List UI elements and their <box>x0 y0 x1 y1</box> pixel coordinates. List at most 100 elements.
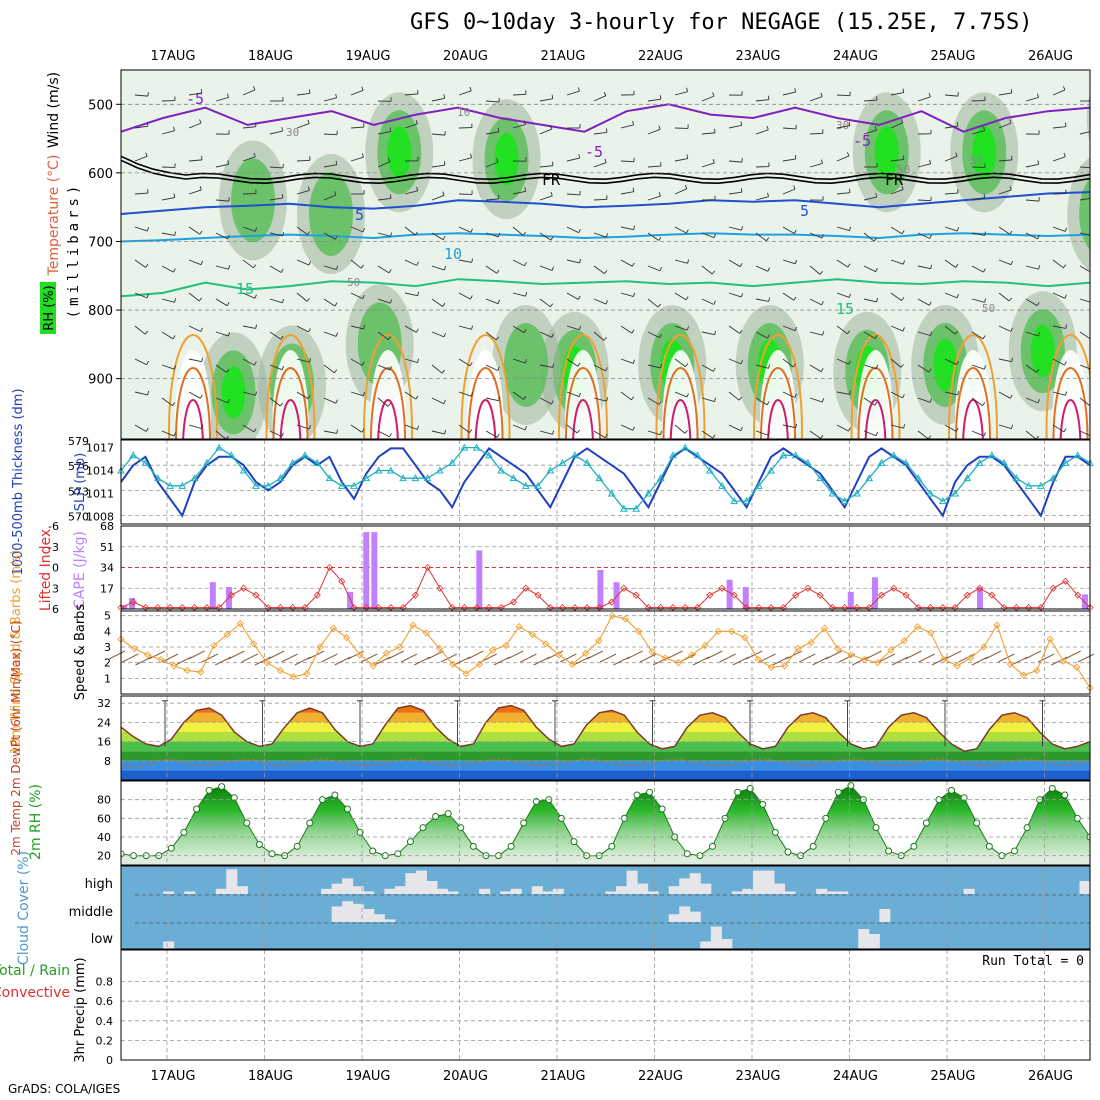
wind-barb-flag <box>497 299 500 304</box>
low-level-warm-core <box>370 350 406 439</box>
wind-barb <box>404 190 418 195</box>
wind-barb-flag <box>794 88 797 93</box>
wind-barb-flag <box>1036 368 1040 373</box>
wind-barb-10m <box>918 653 935 663</box>
wind-barb-flag <box>849 226 852 231</box>
wind-barb-10m <box>374 656 391 666</box>
cloud-bar <box>837 891 849 894</box>
slp-point <box>828 489 837 497</box>
cloud-bar <box>384 919 396 922</box>
li-point <box>816 591 824 599</box>
wind-barb-flag <box>552 363 554 368</box>
wind-barb-flag <box>874 334 878 339</box>
date-label-bottom: 17AUG <box>150 1069 195 1084</box>
slp-point <box>325 474 334 482</box>
wind-barb <box>782 424 796 429</box>
slp-point <box>1000 458 1008 466</box>
wind-barb <box>674 259 688 264</box>
wind-barb <box>323 298 336 307</box>
wind-barb-flag <box>226 302 230 306</box>
wind-barb <box>1052 126 1066 129</box>
wind-speed-point <box>913 623 922 631</box>
temp-panel-frame <box>120 695 1091 781</box>
wind-barb-flag <box>415 395 419 400</box>
li-point <box>706 591 714 599</box>
isotherm-20-loop <box>655 334 706 439</box>
date-label-bottom: 18AUG <box>248 1069 293 1084</box>
wind-speed-point <box>250 640 258 648</box>
rh-region-outer <box>1086 92 1090 144</box>
wind-barb-flag <box>821 301 824 306</box>
cloud-bar <box>447 891 459 894</box>
wind-speed-point <box>807 638 815 646</box>
wind-barb <box>485 131 499 135</box>
wind-barb <box>917 397 931 403</box>
wind-barb <box>134 292 148 299</box>
rh-region-core <box>972 126 997 179</box>
wind-barb <box>944 325 956 335</box>
li-point <box>1061 577 1070 585</box>
wind-barb-flag <box>901 230 905 235</box>
isotherm-20-loop <box>753 334 803 439</box>
wind-barb-flag <box>713 300 716 305</box>
wind-barb <box>404 358 418 364</box>
wind-barb <box>134 94 148 97</box>
wind-barb <box>647 397 660 405</box>
rh-point <box>771 828 779 836</box>
low-level-warm-core <box>272 350 309 439</box>
wind-barb-flag <box>1092 299 1093 303</box>
wind-barb <box>188 325 201 332</box>
wind-barb-flag <box>685 363 689 367</box>
slp-point <box>485 451 493 459</box>
rh-point <box>369 847 377 855</box>
wind-barb-10m <box>812 656 829 666</box>
wind-speed-point <box>860 655 868 664</box>
wind-barb-10m <box>506 650 524 660</box>
wind-barb <box>269 364 283 371</box>
wind-barb <box>242 358 255 366</box>
wind-barb <box>431 164 445 168</box>
wind-barb <box>890 259 904 265</box>
wind-barb <box>620 226 634 231</box>
cloud-bar <box>689 873 701 894</box>
li-tick-label: 6 <box>52 603 59 616</box>
rh-tick-label: 40 <box>97 831 111 844</box>
temp-axis-title: 2m Temp 2m DewPt (6hr Min/Max) (°C) <box>9 620 23 855</box>
wind-barb <box>215 364 227 373</box>
cloud-bar <box>1079 881 1091 894</box>
thickness-axis-title: 1000-500mb Thickness (dm) <box>11 388 26 575</box>
wind-speed-point <box>223 630 231 639</box>
wind-barb <box>269 331 282 340</box>
li-point <box>877 591 886 599</box>
wind-barb-flag <box>226 93 229 98</box>
rh-region-core <box>933 338 958 391</box>
wind-speed-point <box>754 655 762 664</box>
wind-barb-flag <box>226 368 230 373</box>
wind-barb <box>431 232 444 241</box>
rh-point <box>872 824 880 832</box>
wind-speed-point <box>143 651 152 659</box>
wind-barb-flag <box>659 95 662 100</box>
wind-barb <box>674 158 688 162</box>
wind-barb-flag <box>174 231 176 236</box>
li-tick-label: -6 <box>48 520 59 533</box>
li-point <box>227 591 235 599</box>
slp-point <box>656 474 665 482</box>
wind-barb <box>890 292 902 302</box>
isotherm-20-loop <box>948 334 998 439</box>
wind-barb <box>215 298 228 307</box>
rh-point <box>306 819 314 827</box>
wind-barb <box>809 298 822 306</box>
wind-barb <box>512 292 526 297</box>
wind-barb <box>377 232 391 237</box>
wind-barb-flag <box>712 367 716 372</box>
li-point <box>620 584 628 592</box>
wind-barb-flag <box>550 236 554 241</box>
cloud-bar <box>700 883 712 894</box>
wind-barb <box>242 259 254 269</box>
contour-label: 50 <box>982 302 995 315</box>
wind-barb-flag <box>1091 269 1093 272</box>
wind-barb <box>539 298 551 308</box>
wind-barb-flag <box>549 125 553 130</box>
wind-barb <box>269 298 283 304</box>
